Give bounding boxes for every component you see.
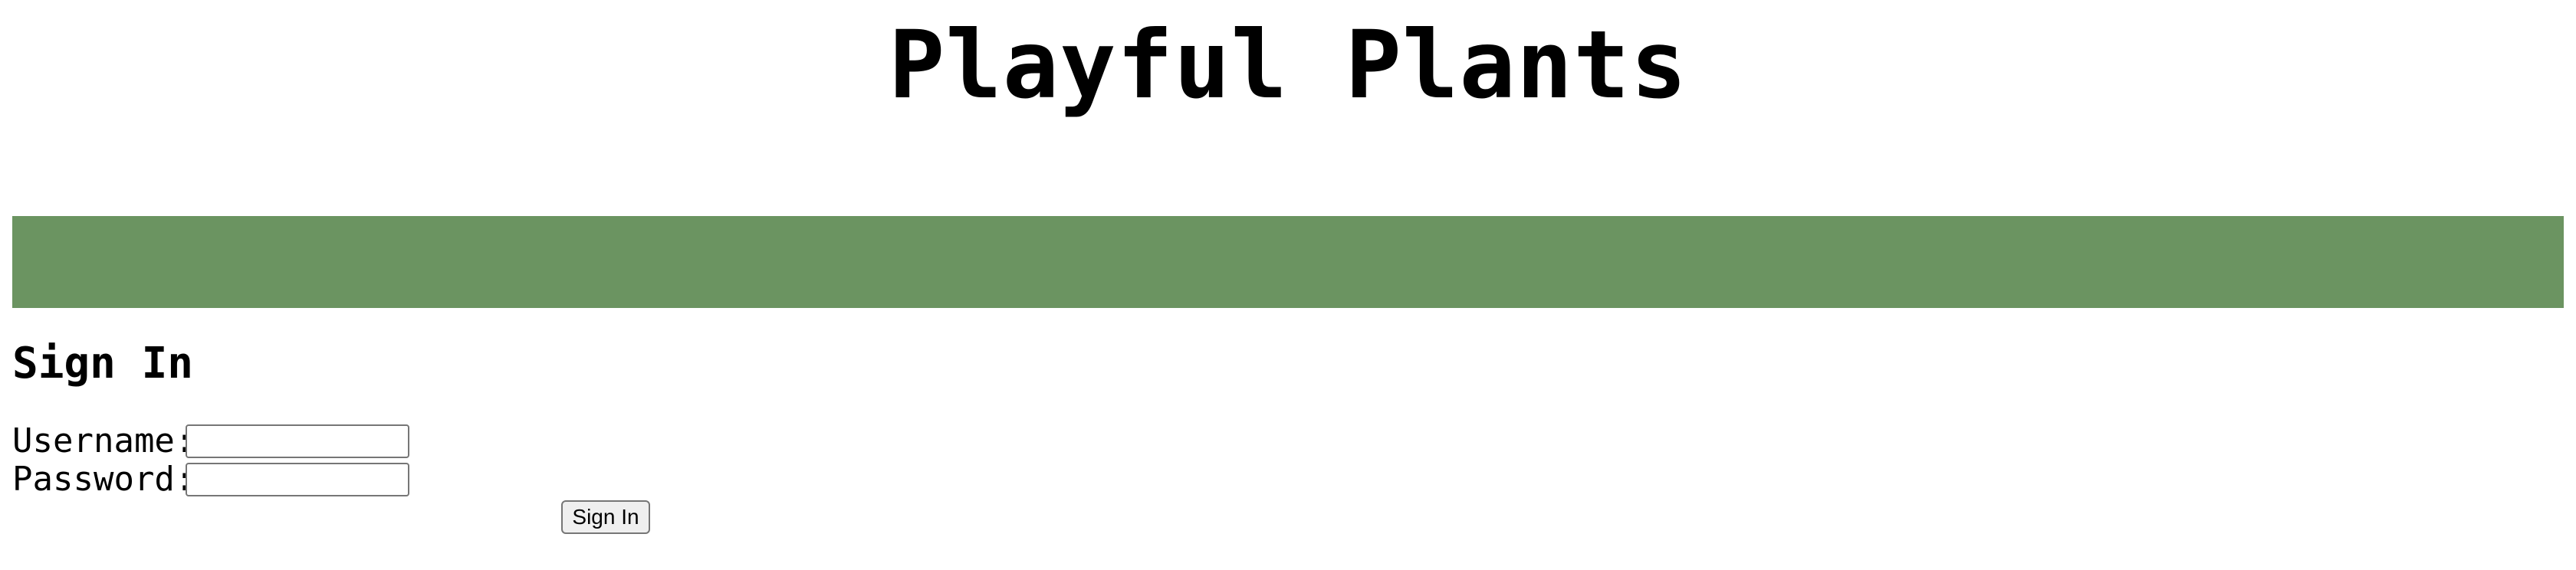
site-title: Playful Plants: [888, 11, 1688, 120]
password-row: Password:: [12, 460, 409, 499]
sign-in-heading: Sign In: [12, 339, 194, 388]
username-input[interactable]: [186, 424, 409, 458]
username-row: Username:: [12, 422, 409, 460]
username-label: Username:: [12, 421, 196, 460]
nav-bar: [12, 216, 2564, 308]
password-input[interactable]: [186, 463, 409, 496]
sign-in-button[interactable]: Sign In: [561, 500, 650, 534]
password-label: Password:: [12, 460, 196, 499]
